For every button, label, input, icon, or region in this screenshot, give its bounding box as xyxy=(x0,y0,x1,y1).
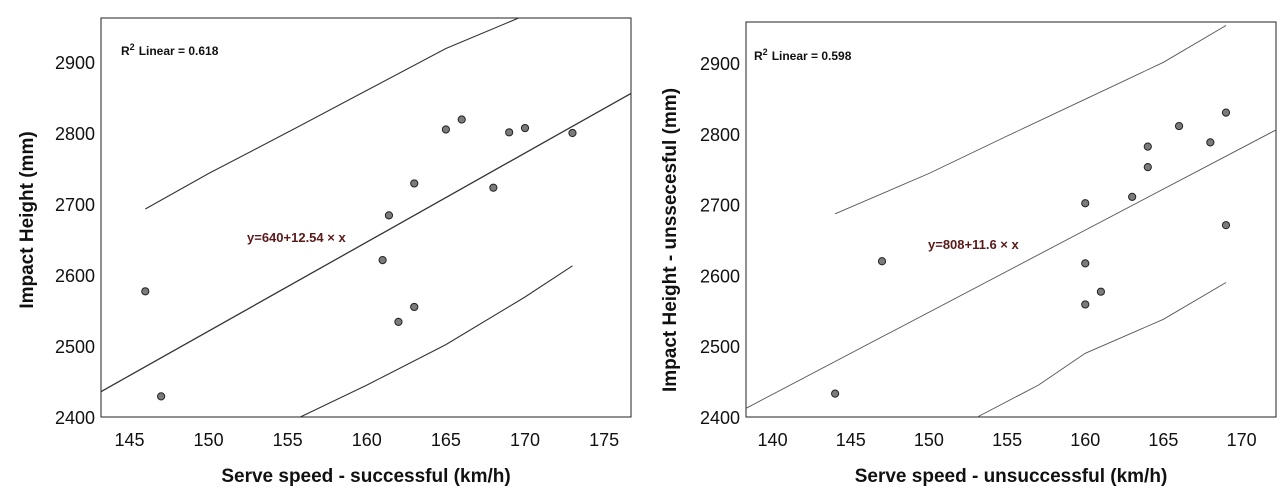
y-tick-label: 2700 xyxy=(700,196,740,216)
data-point xyxy=(1081,199,1090,208)
x-tick-label: 165 xyxy=(431,430,461,450)
r2-label: R2 Linear = 0.618 xyxy=(121,42,219,58)
x-axis-title: Serve speed - unsuccessful (km/h) xyxy=(855,466,1168,487)
y-tick-label: 2600 xyxy=(700,266,740,286)
data-point xyxy=(1143,142,1152,151)
y-tick-label: 2400 xyxy=(700,408,740,428)
data-point xyxy=(520,123,530,133)
data-point xyxy=(1143,163,1152,172)
data-point xyxy=(1221,108,1231,117)
data-point xyxy=(441,125,450,134)
data-point xyxy=(1128,192,1137,201)
x-tick-label: 155 xyxy=(273,430,303,450)
plot-area-frame xyxy=(745,21,1277,418)
y-tick-label: 2600 xyxy=(55,266,95,286)
data-point xyxy=(378,255,387,265)
x-tick-label: 165 xyxy=(1148,430,1178,450)
data-point xyxy=(505,128,514,137)
x-tick-label: 160 xyxy=(352,430,382,450)
x-tick-label: 155 xyxy=(992,430,1022,450)
x-tick-label: 175 xyxy=(589,430,619,450)
x-tick-label: 145 xyxy=(836,430,866,450)
data-point xyxy=(877,257,887,266)
data-point xyxy=(457,115,466,124)
x-tick-label: 160 xyxy=(1070,430,1100,450)
data-point xyxy=(568,128,577,138)
y-tick-label: 2800 xyxy=(55,124,95,144)
fit-line xyxy=(100,92,632,393)
equation-label: y=640+12.54 × x xyxy=(247,230,346,245)
data-point xyxy=(1096,287,1105,296)
plot-area-frame xyxy=(100,17,632,418)
chart-unsuccessful: 2400 2500 2600 2700 2800 2900 140 145 150 155 160… xyxy=(660,21,1277,487)
equation-label: y=808+11.6 × x xyxy=(928,237,1020,252)
y-tick-label: 2900 xyxy=(55,53,95,73)
ci-lower-line xyxy=(300,265,573,418)
data-point xyxy=(157,392,166,401)
data-point xyxy=(1081,300,1090,309)
chart-successful: 2400 2500 2600 2700 2800 2900 145 150 155 160 165… xyxy=(17,17,632,487)
y-tick-label: 2900 xyxy=(700,54,740,74)
x-tick-label: 140 xyxy=(758,430,788,450)
x-tick-label: 150 xyxy=(914,430,944,450)
data-point xyxy=(1174,121,1184,131)
y-tick-label: 2500 xyxy=(55,337,95,357)
x-tick-label: 170 xyxy=(1227,430,1257,450)
data-point xyxy=(831,389,840,398)
x-tick-label: 145 xyxy=(114,430,144,450)
data-point xyxy=(410,179,419,188)
data-point xyxy=(394,317,403,326)
x-axis-title: Serve speed - successful (km/h) xyxy=(221,466,510,487)
data-point xyxy=(410,302,419,312)
ci-upper-line xyxy=(145,17,519,210)
data-point xyxy=(1206,138,1215,147)
x-tick-label: 150 xyxy=(194,430,224,450)
data-point xyxy=(1221,221,1231,230)
ci-lower-line xyxy=(977,282,1227,418)
x-tick-label: 170 xyxy=(510,430,540,450)
ci-upper-line xyxy=(834,25,1227,215)
fit-line xyxy=(745,129,1277,409)
y-tick-label: 2800 xyxy=(700,125,740,145)
data-point xyxy=(384,211,394,220)
data-point xyxy=(1081,259,1090,268)
y-axis-title: Impact Height (mm) xyxy=(17,131,38,308)
data-point xyxy=(489,183,498,192)
y-tick-label: 2500 xyxy=(700,337,740,357)
y-tick-label: 2700 xyxy=(55,195,95,215)
r2-label: R2 Linear = 0.598 xyxy=(754,47,852,63)
y-axis-title: Impact Height - unssecesful (mm) xyxy=(660,88,681,392)
data-point xyxy=(141,287,150,296)
y-tick-label: 2400 xyxy=(55,408,95,428)
